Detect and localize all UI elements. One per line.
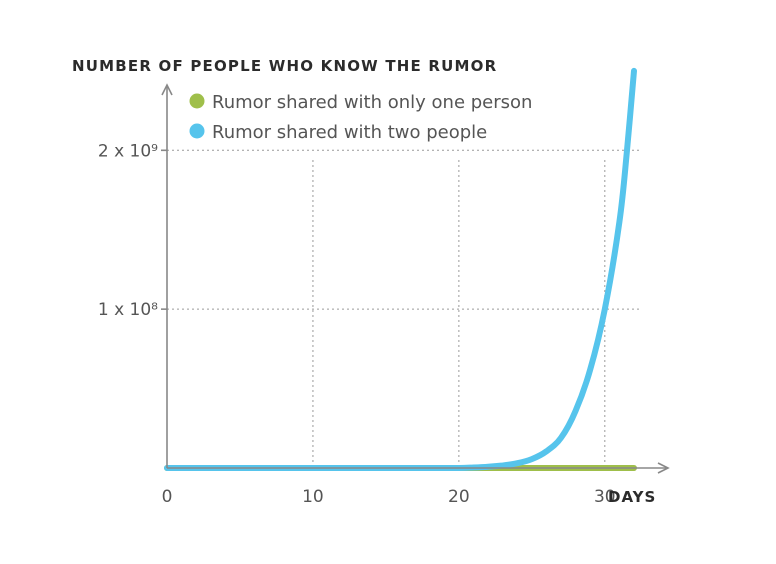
y-tick-label: 1 x 10⁸	[98, 300, 158, 320]
x-tick-label: 10	[302, 487, 324, 507]
tick-labels: 0 10 20 30 1 x 10⁸ 2 x 10⁹	[98, 141, 616, 507]
y-axis-arrow	[161, 83, 173, 96]
legend-item-one-person: Rumor shared with only one person	[189, 92, 532, 113]
x-tick-label: 20	[448, 487, 470, 507]
legend-label-one-person: Rumor shared with only one person	[212, 92, 532, 113]
x-axis-title: DAYS	[608, 488, 656, 506]
legend: Rumor shared with only one person Rumor …	[189, 92, 532, 143]
y-axis-title: NUMBER OF PEOPLE WHO KNOW THE RUMOR	[72, 57, 497, 75]
y-tick-label: 2 x 10⁹	[98, 141, 158, 161]
legend-item-two-people: Rumor shared with two people	[189, 122, 487, 143]
legend-swatch-two-people	[189, 123, 205, 139]
x-tick-label: 0	[162, 487, 173, 507]
x-axis-arrow	[657, 462, 670, 474]
x-tick-label: 30	[594, 487, 616, 507]
legend-swatch-one-person	[189, 93, 205, 109]
legend-label-two-people: Rumor shared with two people	[212, 122, 487, 143]
grid	[167, 149, 642, 468]
